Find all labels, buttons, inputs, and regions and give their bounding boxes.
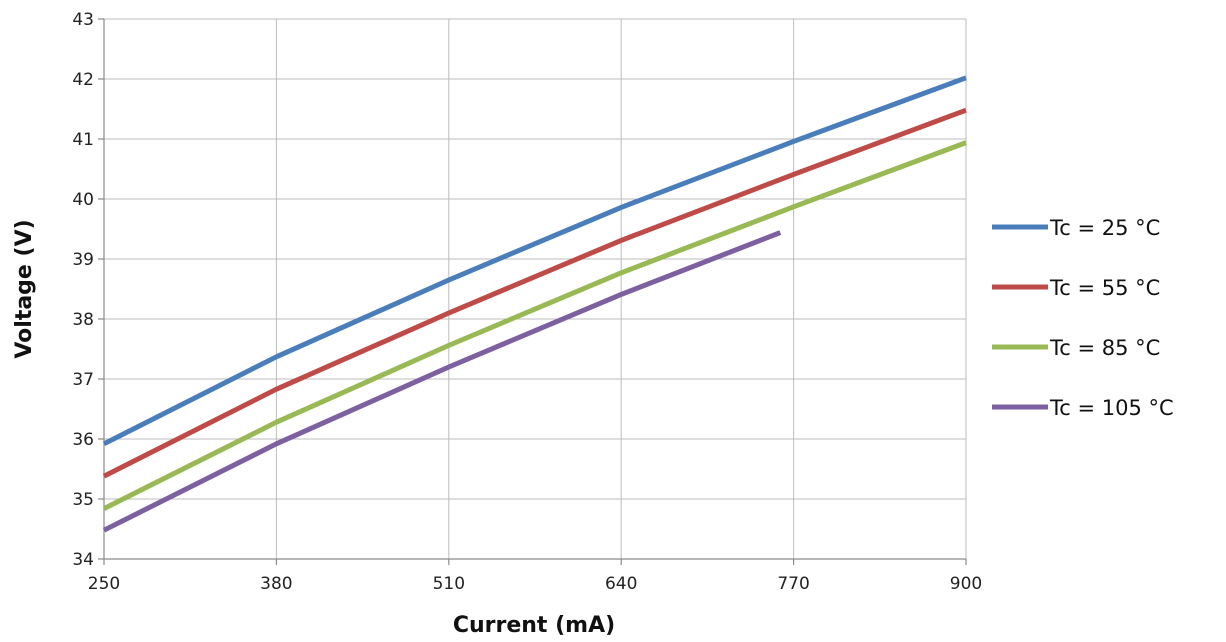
legend-label: Tc = 55 °C <box>1049 276 1160 300</box>
series-line-4 <box>102 230 782 533</box>
x-tick-label: 380 <box>260 574 292 594</box>
x-tick-label: 510 <box>433 574 465 594</box>
x-tick-label: 770 <box>777 574 809 594</box>
legend: Tc = 25 °C Tc = 55 °C Tc = 85 °C Tc = 105 °… <box>992 216 1174 420</box>
axes-layer <box>98 18 967 565</box>
series-line-3 <box>102 140 967 511</box>
y-tick-label: 41 <box>72 130 94 150</box>
x-tick-label: 900 <box>950 574 982 594</box>
y-tick-label: 34 <box>72 550 94 570</box>
series-line-1 <box>102 75 967 447</box>
series-line-2 <box>102 107 967 479</box>
y-tick-label: 35 <box>72 490 94 510</box>
legend-item: Tc = 85 °C <box>992 336 1160 360</box>
x-axis-title: Current (mA) <box>453 613 615 638</box>
y-tick-label: 42 <box>72 70 94 90</box>
grid-layer <box>103 18 967 560</box>
legend-item: Tc = 55 °C <box>992 276 1160 300</box>
y-tick-label: 39 <box>72 250 94 270</box>
legend-label: Tc = 25 °C <box>1049 216 1160 240</box>
legend-label: Tc = 85 °C <box>1049 336 1160 360</box>
legend-item: Tc = 105 °C <box>992 396 1174 420</box>
series-layer <box>102 75 967 533</box>
x-tick-label: 640 <box>605 574 637 594</box>
ticks-layer: 34 35 36 37 38 39 40 41 42 43 250 380 510 640 770 900 <box>72 10 982 594</box>
legend-item: Tc = 25 °C <box>992 216 1160 240</box>
y-tick-label: 40 <box>72 190 94 210</box>
y-axis-title: Voltage (V) <box>12 219 37 358</box>
legend-label: Tc = 105 °C <box>1049 396 1174 420</box>
y-tick-label: 38 <box>72 310 94 330</box>
y-tick-label: 43 <box>72 10 94 30</box>
y-tick-label: 36 <box>72 430 94 450</box>
y-tick-label: 37 <box>72 370 94 390</box>
x-tick-label: 250 <box>88 574 120 594</box>
